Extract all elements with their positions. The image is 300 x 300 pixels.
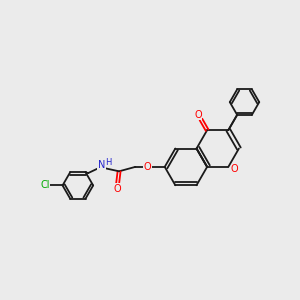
Text: N: N [98,160,105,170]
Text: H: H [105,158,111,167]
Text: O: O [143,162,151,172]
Text: O: O [114,184,122,194]
Text: Cl: Cl [40,180,50,190]
Text: O: O [195,110,202,120]
Text: O: O [231,164,238,174]
